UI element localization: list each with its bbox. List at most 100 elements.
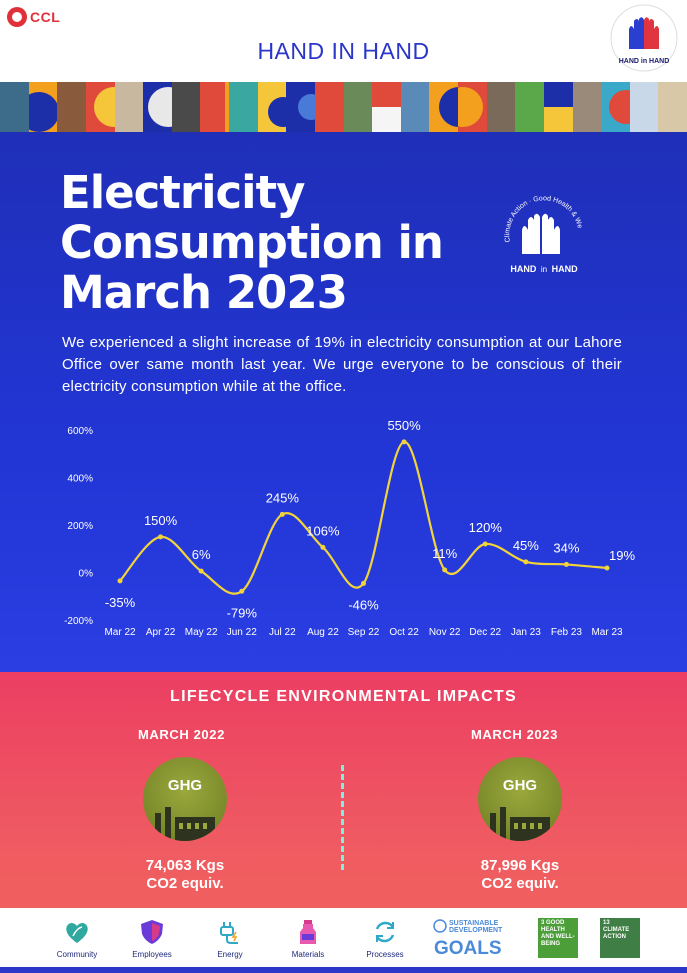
period-left: MARCH 2022 bbox=[138, 727, 225, 742]
emission-left-unit: CO2 equiv. bbox=[146, 875, 224, 892]
data-point bbox=[482, 541, 488, 547]
sdg-13-badge[interactable]: 13 CLIMATE ACTION bbox=[600, 918, 640, 958]
period-right: MARCH 2023 bbox=[471, 727, 558, 742]
shape-tile bbox=[143, 82, 172, 132]
x-tick-label: Jan 23 bbox=[511, 627, 541, 638]
data-label: 120% bbox=[469, 520, 503, 535]
headline-line-1: Electricity bbox=[60, 166, 305, 219]
photo-tile bbox=[171, 82, 201, 132]
data-point bbox=[239, 588, 245, 594]
footer-item-community[interactable]: Community bbox=[47, 918, 107, 959]
consumption-section bbox=[0, 132, 687, 672]
data-point bbox=[442, 567, 448, 573]
shape-tile bbox=[601, 82, 630, 132]
data-point bbox=[158, 534, 164, 540]
data-point bbox=[320, 544, 326, 550]
y-tick-label: 600% bbox=[67, 426, 93, 437]
leaf-heart-icon bbox=[66, 923, 88, 943]
section-divider bbox=[341, 765, 344, 870]
photo-tile bbox=[629, 82, 659, 132]
headline-line-3: March 2023 bbox=[60, 266, 348, 319]
ccl-logo[interactable]: CCL bbox=[7, 7, 60, 27]
data-label: -46% bbox=[348, 597, 379, 612]
y-tick-label: 200% bbox=[67, 521, 93, 532]
y-tick-label: 400% bbox=[67, 474, 93, 485]
footer-item-label: Energy bbox=[217, 950, 243, 959]
x-tick-label: Jun 22 bbox=[227, 627, 257, 638]
data-point bbox=[117, 578, 123, 584]
badge-word-hand-2: HAND bbox=[552, 264, 578, 274]
emission-right-unit: CO2 equiv. bbox=[481, 875, 559, 892]
factory-icon bbox=[155, 807, 215, 841]
intro-paragraph: We experienced a slight increase of 19% … bbox=[62, 334, 622, 395]
svg-text:HAND in HAND: HAND in HAND bbox=[510, 264, 578, 274]
top-header: CCL HAND IN HAND HAND in HAND bbox=[0, 0, 687, 82]
footer-item-energy[interactable]: Energy bbox=[200, 918, 260, 959]
x-tick-label: Oct 22 bbox=[389, 627, 419, 638]
data-label: 6% bbox=[192, 547, 211, 562]
campaign-title: HAND IN HAND bbox=[257, 38, 430, 64]
cycle-icon bbox=[375, 921, 395, 943]
data-label: 11% bbox=[432, 546, 457, 561]
footer-item-label: Materials bbox=[291, 950, 325, 959]
ccl-logo-icon bbox=[7, 7, 27, 27]
data-label: 150% bbox=[144, 513, 178, 528]
x-tick-label: Dec 22 bbox=[469, 627, 501, 638]
data-point bbox=[523, 559, 529, 565]
data-label: 19% bbox=[609, 548, 635, 563]
data-point bbox=[604, 565, 610, 571]
badge-word-hand: HAND bbox=[510, 264, 536, 274]
plug-icon bbox=[220, 922, 238, 944]
data-point bbox=[279, 511, 285, 517]
photo-tile bbox=[0, 82, 29, 132]
photo-mosaic-strip bbox=[0, 82, 687, 132]
x-tick-label: Feb 23 bbox=[551, 627, 583, 638]
x-tick-label: May 22 bbox=[185, 627, 218, 638]
emission-left: 74,063 Kgs CO2 equiv. bbox=[105, 857, 265, 893]
shape-tile bbox=[372, 82, 401, 132]
data-point bbox=[198, 568, 204, 574]
consumption-line-chart: -200% 0% 200% 400% 600% -35% Mar 22 150% Apr 22 6… bbox=[64, 418, 635, 638]
x-tick-label: Sep 22 bbox=[348, 627, 380, 638]
data-label: -35% bbox=[105, 595, 136, 610]
photo-tile bbox=[486, 82, 516, 132]
ghg-icon: GHG bbox=[143, 757, 227, 841]
shape-tile bbox=[28, 82, 58, 132]
shield-icon bbox=[141, 920, 163, 944]
y-tick-label: -200% bbox=[64, 616, 93, 627]
lifecycle-title: LIFECYCLE ENVIRONMENTAL IMPACTS bbox=[170, 688, 517, 705]
data-label: 550% bbox=[387, 418, 421, 433]
x-tick-label: Apr 22 bbox=[146, 627, 176, 638]
shape-tile bbox=[200, 82, 229, 132]
sdg-3-badge[interactable]: 3 GOOD HEALTH AND WELL-BEING bbox=[538, 918, 578, 958]
sdg-line-1: SUSTAINABLE bbox=[449, 920, 499, 927]
series-line bbox=[119, 440, 608, 595]
photo-tile bbox=[343, 82, 373, 132]
photo-tile bbox=[57, 82, 86, 132]
footer-bar bbox=[0, 967, 687, 973]
ccl-logo-text: CCL bbox=[30, 9, 61, 25]
un-emblem-icon: SUSTAINABLE DEVELOPMENT GOALS bbox=[433, 919, 503, 959]
data-label: 106% bbox=[306, 523, 340, 538]
headline-line-2: Consumption in bbox=[60, 216, 444, 269]
x-tick-label: Mar 22 bbox=[104, 627, 136, 638]
sdg-line-2: DEVELOPMENT bbox=[449, 927, 503, 934]
hand-in-hand-badge-small: HAND in HAND bbox=[610, 4, 678, 72]
footer-item-label: Processes bbox=[366, 950, 404, 959]
sdg-logo: SUSTAINABLE DEVELOPMENT GOALS bbox=[432, 918, 516, 963]
footer-item-processes[interactable]: Processes bbox=[355, 918, 415, 959]
photo-tile bbox=[286, 82, 315, 132]
ghg-label-left: GHG bbox=[167, 777, 203, 794]
footer-item-employees[interactable]: Employees bbox=[122, 918, 182, 959]
footer-item-materials[interactable]: Materials bbox=[278, 918, 338, 959]
x-tick-label: Aug 22 bbox=[307, 627, 339, 638]
shape-tile bbox=[314, 82, 344, 132]
shape-tile bbox=[257, 82, 287, 132]
shape-tile bbox=[543, 82, 573, 132]
data-label: 45% bbox=[513, 538, 539, 553]
y-tick-label: 0% bbox=[79, 569, 94, 580]
emission-right-amount: 87,996 Kgs bbox=[480, 857, 560, 874]
ghg-label-right: GHG bbox=[502, 777, 538, 794]
photo-tile bbox=[515, 82, 544, 132]
data-label: 34% bbox=[553, 540, 579, 555]
